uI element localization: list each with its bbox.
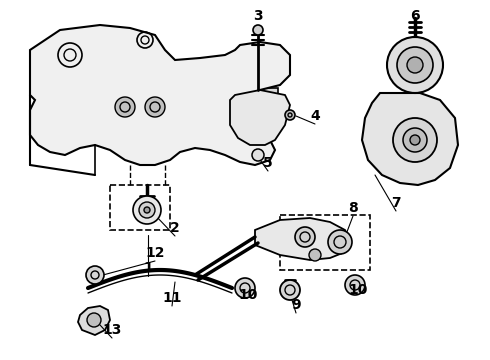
Circle shape	[139, 202, 155, 218]
Text: 6: 6	[410, 9, 420, 23]
Text: 3: 3	[253, 9, 263, 23]
Bar	[95, 80, 175, 135]
Circle shape	[87, 313, 101, 327]
Circle shape	[145, 97, 165, 117]
Circle shape	[253, 25, 263, 35]
Text: 4: 4	[310, 109, 320, 123]
Circle shape	[410, 135, 420, 145]
Text: 2: 2	[170, 221, 180, 235]
Circle shape	[397, 47, 433, 83]
Circle shape	[295, 227, 315, 247]
Circle shape	[393, 118, 437, 162]
Circle shape	[328, 230, 352, 254]
Text: 11: 11	[162, 291, 182, 305]
Polygon shape	[255, 218, 350, 260]
Text: 9: 9	[291, 298, 301, 312]
Circle shape	[115, 97, 135, 117]
Text: 10: 10	[348, 283, 368, 297]
Text: 8: 8	[348, 201, 358, 215]
Text: 5: 5	[263, 156, 273, 170]
Circle shape	[235, 278, 255, 298]
Polygon shape	[30, 25, 290, 165]
Text: 13: 13	[102, 323, 122, 337]
Text: 12: 12	[145, 246, 165, 260]
Circle shape	[252, 149, 264, 161]
Circle shape	[403, 128, 427, 152]
Bar	[238, 88, 278, 100]
Polygon shape	[362, 93, 458, 185]
Circle shape	[133, 196, 161, 224]
Circle shape	[407, 57, 423, 73]
Polygon shape	[230, 90, 290, 145]
Circle shape	[387, 37, 443, 93]
Text: 7: 7	[391, 196, 401, 210]
Bar	[280, 215, 370, 270]
Text: 10: 10	[238, 288, 258, 302]
Circle shape	[309, 249, 321, 261]
Circle shape	[285, 110, 295, 120]
Circle shape	[86, 266, 104, 284]
Text: 1: 1	[143, 261, 153, 275]
Circle shape	[345, 275, 365, 295]
Circle shape	[144, 207, 150, 213]
Circle shape	[280, 280, 300, 300]
Bar	[110, 185, 170, 230]
Polygon shape	[78, 306, 110, 335]
